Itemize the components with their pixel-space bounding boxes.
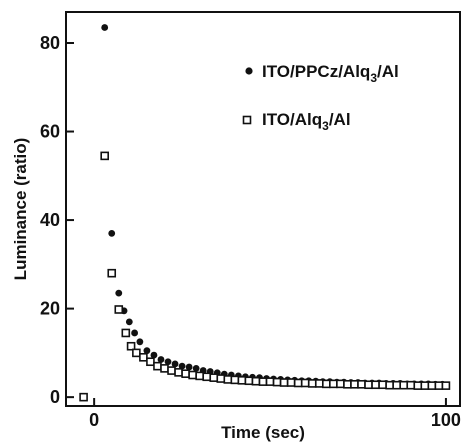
x-axis-ticks: 0 100 bbox=[89, 398, 461, 430]
data-point-square bbox=[420, 381, 430, 390]
data-point-square bbox=[174, 368, 183, 377]
data-point-circle bbox=[157, 356, 165, 363]
data-point-circle bbox=[150, 351, 158, 359]
data-point-square bbox=[392, 380, 401, 390]
x-axis-title: Time (sec) bbox=[221, 423, 305, 442]
data-point-square bbox=[209, 373, 219, 382]
y-tick-label: 0 bbox=[50, 387, 60, 407]
data-point-square bbox=[100, 151, 109, 161]
data-point-square bbox=[314, 379, 324, 388]
data-point-circle bbox=[101, 24, 109, 31]
data-point-square bbox=[237, 376, 247, 385]
data-point-square bbox=[223, 375, 233, 384]
data-point-circle bbox=[108, 229, 116, 237]
x-tick-label: 0 bbox=[89, 410, 99, 430]
data-point-square bbox=[286, 378, 296, 387]
data-point-square bbox=[300, 378, 310, 388]
y-axis-ticks: 0 20 40 60 80 bbox=[40, 33, 74, 407]
data-point-square bbox=[107, 268, 117, 278]
legend-label-alq-sub: 3 bbox=[322, 119, 329, 133]
y-tick-label: 60 bbox=[40, 122, 60, 142]
data-point-square bbox=[371, 380, 380, 390]
data-point-circle bbox=[164, 358, 172, 366]
data-point-circle bbox=[131, 329, 138, 337]
series-layer bbox=[79, 24, 451, 402]
data-point-square bbox=[434, 381, 444, 390]
data-point-square bbox=[181, 369, 190, 378]
legend-label-ppcz-sub: 3 bbox=[370, 71, 377, 85]
legend-label-alq: ITO/Alq3/Al bbox=[262, 110, 351, 133]
y-tick-label: 40 bbox=[40, 210, 60, 230]
data-point-square bbox=[427, 381, 437, 390]
data-point-square bbox=[132, 348, 141, 358]
legend-label-alq-tail: /Al bbox=[329, 110, 351, 129]
data-point-square bbox=[230, 375, 240, 385]
x-tick-label: 100 bbox=[431, 410, 461, 430]
y-tick-label: 20 bbox=[40, 299, 60, 319]
data-point-square bbox=[251, 376, 261, 386]
data-point-square bbox=[153, 361, 162, 371]
data-point-square bbox=[343, 380, 352, 389]
data-point-square bbox=[188, 370, 197, 380]
data-point-circle bbox=[192, 364, 200, 372]
data-point-square bbox=[279, 378, 289, 387]
data-point-square bbox=[195, 371, 204, 381]
data-point-square bbox=[121, 328, 131, 338]
legend-label-ppcz: ITO/PPCz/Alq3/Al bbox=[262, 62, 399, 85]
data-point-square bbox=[322, 379, 331, 389]
legend-label-ppcz-main: ITO/PPCz/Alq bbox=[262, 62, 370, 81]
data-point-square bbox=[265, 377, 275, 386]
data-point-square bbox=[139, 353, 148, 362]
plot-frame bbox=[65, 11, 461, 407]
data-point-square bbox=[441, 381, 451, 390]
series-1 bbox=[79, 151, 451, 402]
data-point-square bbox=[385, 380, 394, 390]
data-point-square bbox=[167, 366, 176, 375]
data-point-square bbox=[399, 380, 409, 390]
data-point-square bbox=[146, 357, 155, 367]
data-point-circle bbox=[143, 347, 151, 355]
data-point-square bbox=[307, 379, 317, 388]
data-point-square bbox=[336, 379, 345, 389]
data-point-square bbox=[79, 392, 88, 402]
data-point-square bbox=[126, 341, 136, 351]
data-point-square bbox=[272, 377, 282, 387]
data-point-square bbox=[406, 380, 416, 390]
legend-marker-open-square bbox=[242, 115, 252, 125]
data-point-square bbox=[216, 374, 226, 383]
data-point-circle bbox=[185, 363, 193, 371]
data-point-circle bbox=[136, 338, 144, 346]
data-point-square bbox=[329, 379, 338, 389]
data-point-square bbox=[413, 381, 423, 390]
data-point-square bbox=[293, 378, 303, 388]
legend-label-ppcz-tail: /Al bbox=[377, 62, 399, 81]
legend-marker-filled-circle bbox=[245, 67, 253, 75]
data-point-square bbox=[378, 380, 387, 390]
legend-label-alq-main: ITO/Alq bbox=[262, 110, 322, 129]
data-point-square bbox=[244, 376, 254, 386]
data-point-square bbox=[350, 380, 359, 389]
data-point-square bbox=[202, 372, 212, 382]
legend: ITO/PPCz/Alq3/Al ITO/Alq3/Al bbox=[242, 62, 399, 133]
data-point-square bbox=[357, 380, 366, 389]
data-point-circle bbox=[115, 289, 123, 297]
data-point-circle bbox=[178, 362, 186, 370]
data-point-square bbox=[114, 305, 124, 314]
data-point-square bbox=[364, 380, 373, 390]
data-point-square bbox=[160, 364, 169, 373]
data-point-square bbox=[258, 377, 268, 386]
y-axis-title: Luminance (ratio) bbox=[11, 138, 30, 281]
data-point-circle bbox=[125, 318, 133, 326]
data-point-circle bbox=[171, 360, 179, 368]
y-tick-label: 80 bbox=[40, 33, 60, 53]
